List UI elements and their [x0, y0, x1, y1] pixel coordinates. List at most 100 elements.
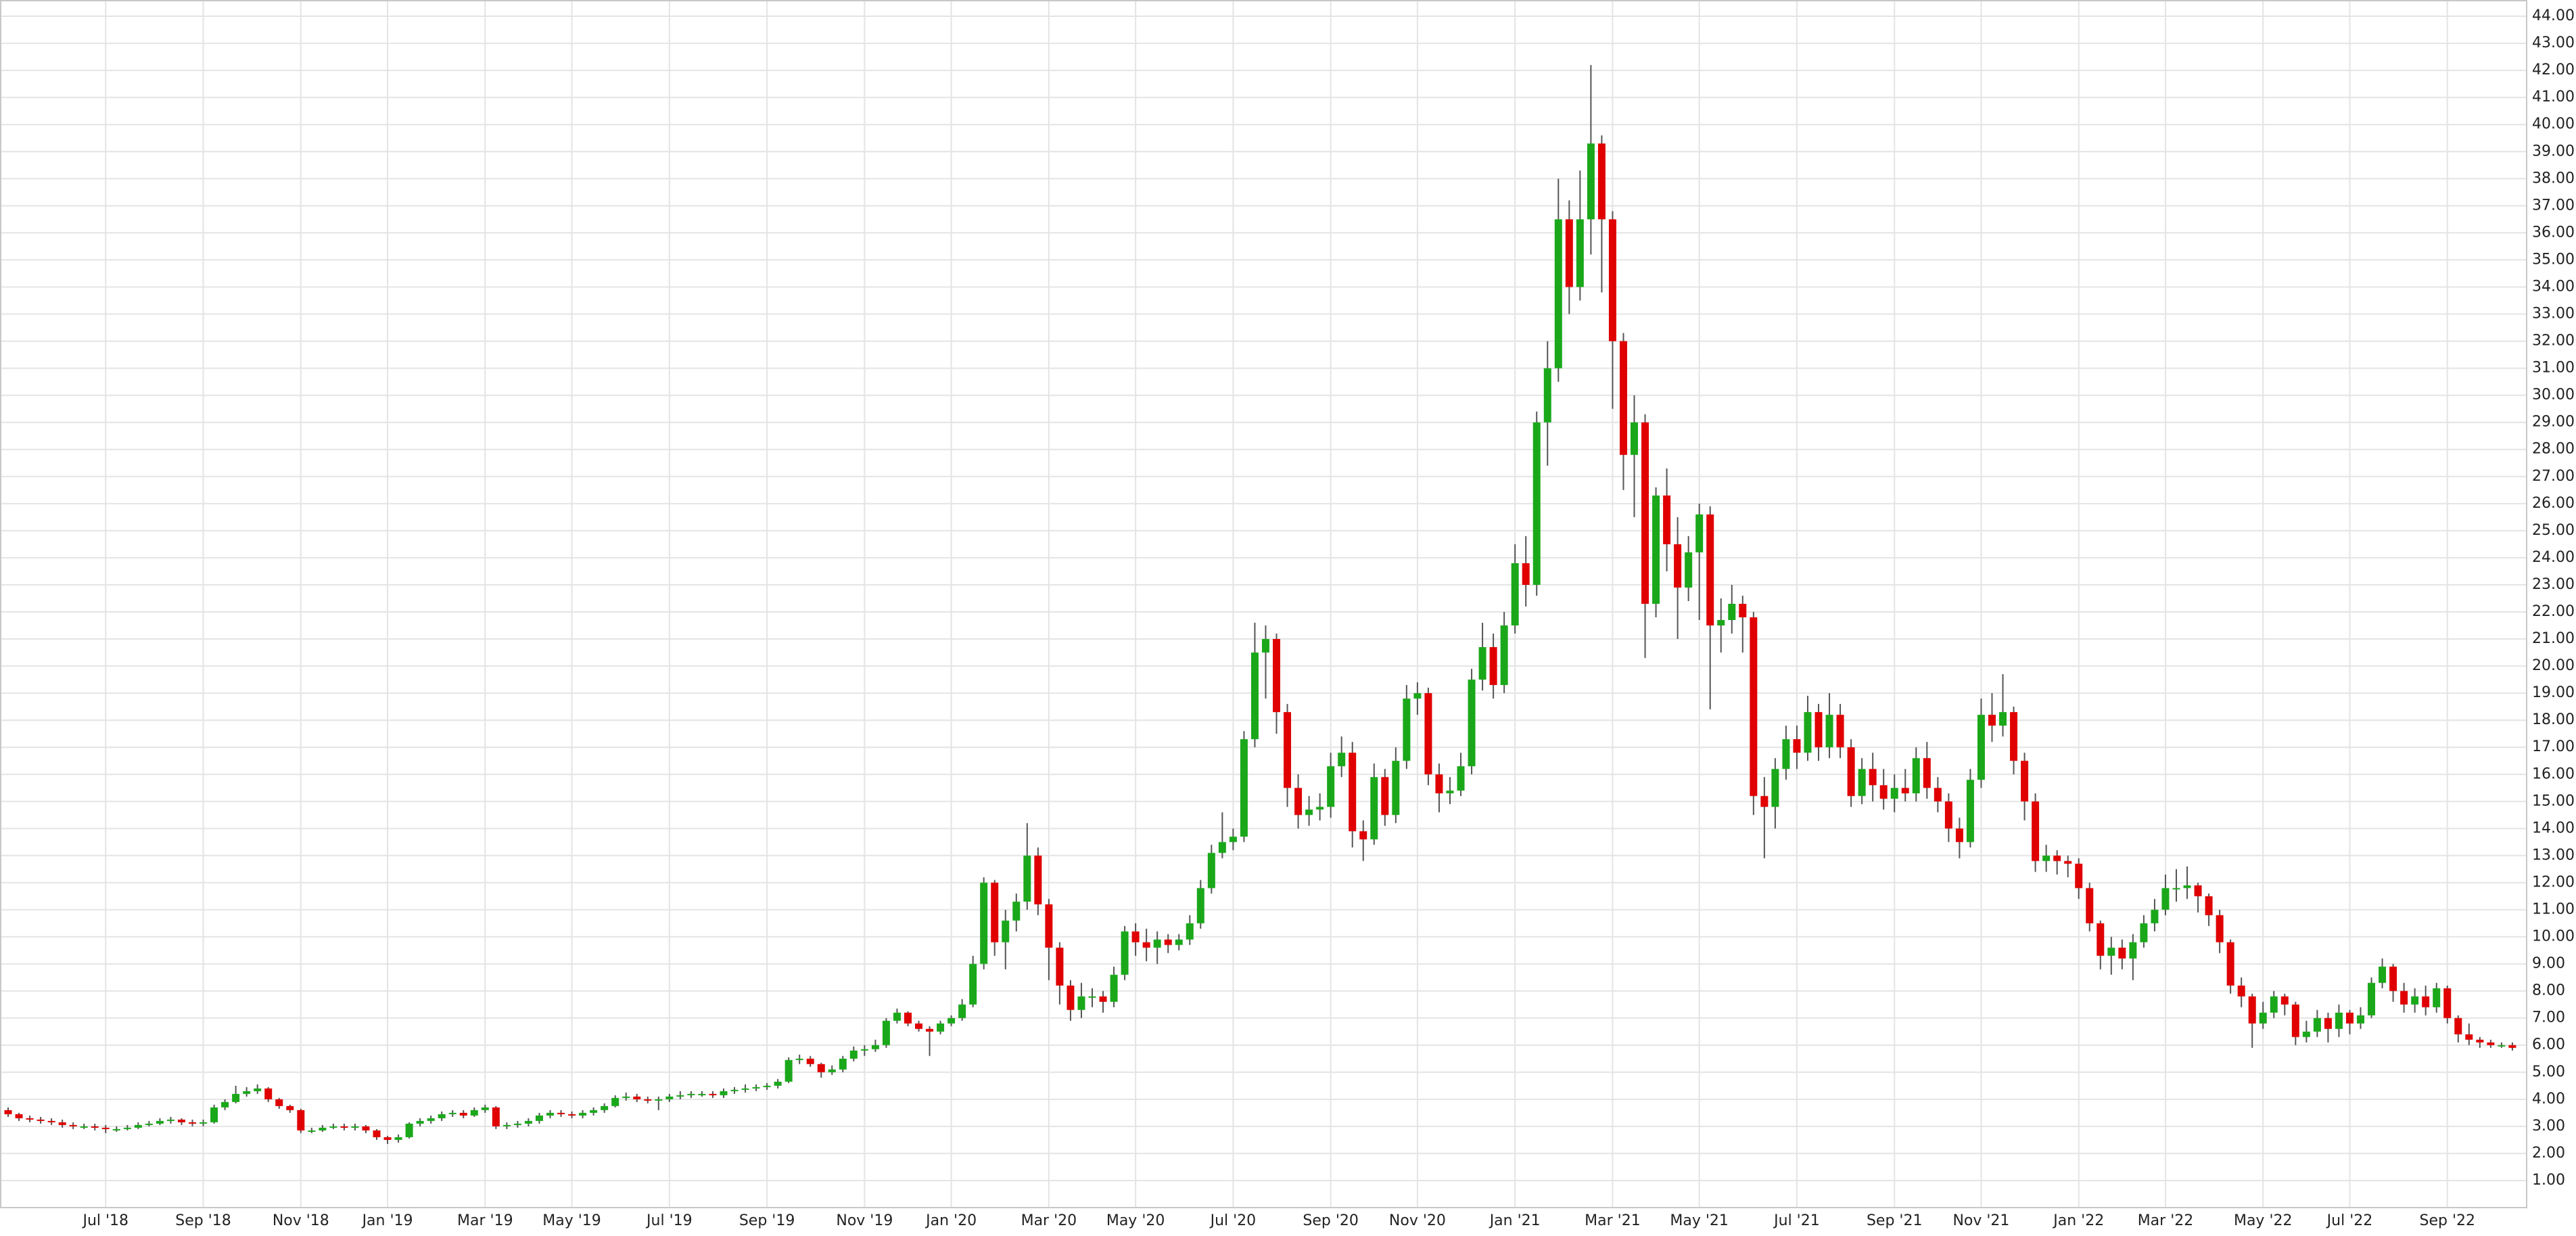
y-tick-label: 15.00: [2532, 792, 2575, 809]
candle-body: [1284, 712, 1292, 788]
candle-body: [784, 1060, 793, 1082]
candle-body: [177, 1119, 185, 1122]
candle-body: [2075, 863, 2083, 888]
candle-body: [308, 1130, 316, 1132]
candle-body: [2389, 966, 2397, 991]
candle-body: [2422, 996, 2430, 1007]
candle-body: [427, 1118, 435, 1121]
candle-body: [1218, 842, 1226, 853]
candle-body: [2010, 712, 2018, 761]
x-tick-label: Jul '20: [1209, 1212, 1257, 1229]
candle-body: [535, 1115, 543, 1121]
candle-body: [622, 1096, 630, 1098]
candle-body: [937, 1023, 945, 1032]
candle-body: [1316, 807, 1324, 810]
candle-body: [1186, 923, 1194, 940]
y-tick-label: 6.00: [2532, 1037, 2565, 1053]
candle-body: [947, 1018, 956, 1024]
candle-body: [1023, 855, 1031, 902]
x-tick-label: Jul '22: [2326, 1212, 2373, 1229]
candle-body: [1446, 790, 1454, 794]
candle-body: [1056, 947, 1064, 986]
candle-body: [1999, 712, 2007, 726]
candle-body: [1392, 761, 1400, 815]
candle-body: [2270, 996, 2278, 1013]
candle-body: [817, 1064, 825, 1072]
candle-body: [351, 1126, 359, 1128]
candle-body: [774, 1081, 782, 1086]
candle-body: [2368, 982, 2376, 1016]
candle-body: [2151, 909, 2159, 924]
x-tick-label: Jul '18: [81, 1212, 128, 1229]
candle-body: [893, 1012, 901, 1021]
x-tick-label: Sep '20: [1303, 1212, 1359, 1229]
candle-body: [1804, 712, 1812, 753]
candle-body: [394, 1137, 402, 1140]
x-tick-label: Mar '21: [1585, 1212, 1641, 1229]
candle-body: [590, 1110, 598, 1113]
y-tick-label: 18.00: [2532, 711, 2575, 728]
y-tick-label: 4.00: [2532, 1091, 2565, 1108]
candle-body: [1164, 939, 1172, 945]
candle-body: [1977, 715, 1985, 780]
candle-body: [2118, 947, 2126, 959]
candle-body: [286, 1106, 294, 1110]
x-tick-label: Jan '21: [1489, 1212, 1541, 1229]
candle-body: [166, 1119, 174, 1121]
labels: 1.00 2.00 3.00 4.00 5.00 6.00 7.00 8.00 9.00 10.0…: [81, 7, 2575, 1229]
y-tick-label: 21.00: [2532, 630, 2575, 647]
candle-body: [882, 1020, 890, 1045]
candle-body: [438, 1114, 446, 1118]
candle-body: [2064, 861, 2072, 864]
candle-body: [1597, 143, 1606, 220]
candle-body: [2335, 1012, 2343, 1029]
x-tick-label: Nov '18: [273, 1212, 329, 1229]
candle-body: [2183, 885, 2191, 888]
candle-body: [1782, 739, 1790, 769]
candle-body: [2411, 996, 2419, 1005]
candle-body: [795, 1058, 803, 1060]
candle-body: [1944, 801, 1952, 829]
y-tick-label: 9.00: [2532, 955, 2565, 972]
candle-body: [2032, 801, 2040, 861]
y-tick-label: 33.00: [2532, 306, 2575, 323]
candle-body: [1435, 774, 1443, 794]
y-tick-label: 10.00: [2532, 928, 2575, 945]
candle-body: [2053, 855, 2061, 861]
candle-body: [1750, 617, 1758, 797]
candle-body: [1403, 698, 1411, 761]
x-tick-label: Mar '20: [1021, 1212, 1077, 1229]
candle-body: [2324, 1018, 2332, 1029]
candle-body: [221, 1101, 229, 1108]
candle-body: [448, 1112, 456, 1114]
candle-body: [1674, 544, 1682, 588]
candle-body: [1901, 788, 1909, 794]
candle-body: [112, 1128, 120, 1131]
y-tick-label: 40.00: [2532, 116, 2575, 133]
candle-body: [145, 1123, 153, 1125]
y-tick-label: 13.00: [2532, 847, 2575, 863]
candle-body: [1413, 693, 1422, 699]
candle-body: [481, 1107, 489, 1110]
candle-body: [2291, 1004, 2299, 1037]
candle-body: [1619, 341, 1627, 455]
candle-body: [243, 1091, 251, 1094]
y-tick-label: 44.00: [2532, 7, 2575, 24]
candle-body: [2097, 923, 2105, 956]
candle-body: [275, 1099, 283, 1106]
candle-body: [1760, 796, 1769, 807]
candle-body: [1695, 514, 1704, 552]
candle-body: [1652, 495, 1660, 604]
candle-body: [2172, 888, 2180, 890]
candle-body: [752, 1087, 760, 1089]
candle-body: [1717, 620, 1725, 626]
candle-body: [2086, 888, 2094, 924]
candle-body: [26, 1118, 34, 1120]
candle-body: [329, 1126, 337, 1128]
candle-body: [1608, 219, 1616, 341]
y-tick-label: 42.00: [2532, 62, 2575, 78]
candle-body: [2454, 1018, 2462, 1035]
candle-body: [1847, 747, 1855, 797]
candle-body: [1121, 931, 1129, 975]
